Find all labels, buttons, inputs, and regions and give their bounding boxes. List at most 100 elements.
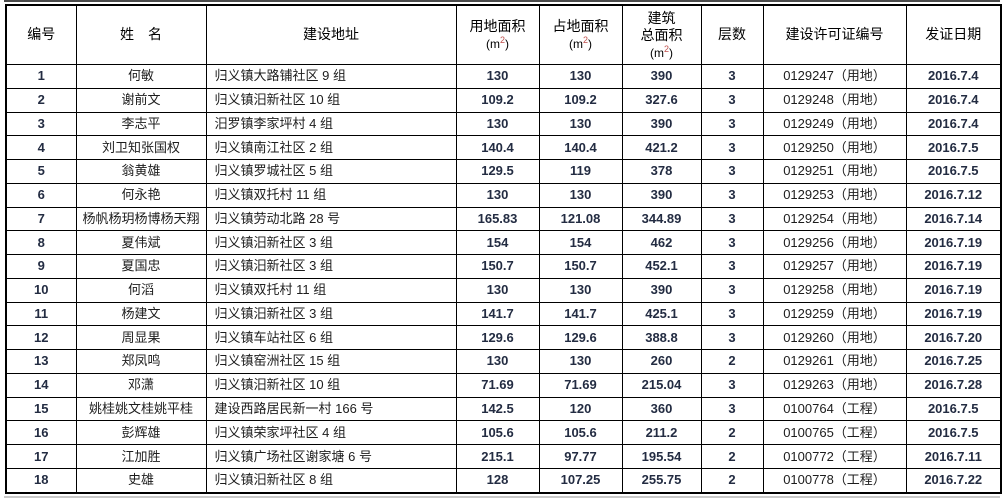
cell-floors: 3 <box>700 230 764 256</box>
cell-issue_date: 2016.7.4 <box>905 111 1002 137</box>
cell-footprint_area: 109.2 <box>538 87 623 113</box>
cell-id: 15 <box>5 396 77 422</box>
building-permits-table: 编号 姓 名 建设地址 用地面积 (m2) 占地面积 (m2) 建筑 总面积 (… <box>5 4 1002 494</box>
cell-permit_no: 0100772（工程） <box>762 444 907 470</box>
col-header-permit-no: 建设许可证编号 <box>762 4 907 65</box>
cell-floors: 3 <box>700 159 764 184</box>
col-header-address: 建设地址 <box>205 4 457 65</box>
cell-id: 17 <box>5 444 77 470</box>
cell-total_floor_area: 344.89 <box>621 206 702 232</box>
cell-floors: 3 <box>700 111 764 137</box>
col-header-id-label: 编号 <box>27 26 56 43</box>
cell-floors: 3 <box>700 64 764 89</box>
cell-id: 11 <box>5 301 77 327</box>
cell-issue_date: 2016.7.19 <box>905 277 1002 303</box>
cell-land_area: 130 <box>455 182 540 208</box>
cell-land_area: 130 <box>455 349 540 374</box>
table-row: 3 李志平 汨罗镇李家坪村 4 组 130 130 390 3 0129249（用地） 2016… <box>5 111 1002 137</box>
cell-floors: 3 <box>700 206 764 232</box>
cell-name: 周显果 <box>75 325 207 351</box>
cell-footprint_area: 130 <box>538 64 623 89</box>
cell-total_floor_area: 360 <box>621 396 702 422</box>
cell-land_area: 128 <box>455 468 540 494</box>
col-header-total-floor-area-line1: 建筑 <box>647 9 676 26</box>
col-header-permit-no-label: 建设许可证编号 <box>785 26 884 43</box>
cell-total_floor_area: 390 <box>621 64 702 89</box>
col-header-footprint-area-label: 占地面积 <box>552 18 609 35</box>
cell-land_area: 130 <box>455 277 540 303</box>
cell-issue_date: 2016.7.25 <box>905 349 1002 374</box>
cell-address: 归义镇南江社区 2 组 <box>205 135 457 161</box>
cell-name: 姚桂姚文桂姚平桂 <box>75 396 207 422</box>
cell-permit_no: 0129256（用地） <box>762 230 907 256</box>
cell-permit_no: 0129260（用地） <box>762 325 907 351</box>
cropped-row-edge-bottom <box>4 496 1000 498</box>
col-header-land-area-label: 用地面积 <box>469 18 526 35</box>
col-header-issue-date: 发证日期 <box>905 4 1002 65</box>
col-header-id: 编号 <box>5 4 77 65</box>
cell-total_floor_area: 378 <box>621 159 702 184</box>
cell-address: 建设西路居民新一村 166 号 <box>205 396 457 422</box>
unit-square-meters: (m2) <box>649 43 673 60</box>
table-row: 13 郑凤鸣 归义镇窑洲社区 15 组 130 130 260 2 0129261（用地） 20… <box>5 349 1002 374</box>
cell-land_area: 129.6 <box>455 325 540 351</box>
table-row: 7 杨帆杨玥杨博杨天翔 归义镇劳动北路 28 号 165.83 121.08 344.89… <box>5 206 1002 232</box>
cell-id: 14 <box>5 372 77 398</box>
cell-total_floor_area: 452.1 <box>621 254 702 279</box>
cell-floors: 3 <box>700 372 764 398</box>
cell-land_area: 130 <box>455 111 540 137</box>
cell-address: 归义镇罗城社区 5 组 <box>205 159 457 184</box>
cell-name: 史雄 <box>75 468 207 494</box>
cell-footprint_area: 119 <box>538 159 623 184</box>
cell-address: 归义镇汨新社区 8 组 <box>205 468 457 494</box>
cell-name: 刘卫知张国权 <box>75 135 207 161</box>
cell-name: 杨建文 <box>75 301 207 327</box>
cell-footprint_area: 130 <box>538 277 623 303</box>
cell-land_area: 71.69 <box>455 372 540 398</box>
cell-address: 归义镇车站社区 6 组 <box>205 325 457 351</box>
table-row: 17 江加胜 归义镇广场社区谢家塘 6 号 215.1 97.77 195.54 2 0100… <box>5 444 1002 470</box>
cell-permit_no: 0129261（用地） <box>762 349 907 374</box>
cell-address: 归义镇汨新社区 10 组 <box>205 372 457 398</box>
cell-address: 归义镇双托村 11 组 <box>205 182 457 208</box>
cell-land_area: 105.6 <box>455 420 540 446</box>
cell-floors: 3 <box>700 254 764 279</box>
cell-floors: 2 <box>700 468 764 494</box>
col-header-name: 姓 名 <box>75 4 207 65</box>
cell-floors: 3 <box>700 396 764 422</box>
cell-total_floor_area: 390 <box>621 277 702 303</box>
cell-issue_date: 2016.7.5 <box>905 420 1002 446</box>
cell-land_area: 141.7 <box>455 301 540 327</box>
cell-footprint_area: 140.4 <box>538 135 623 161</box>
cell-footprint_area: 107.25 <box>538 468 623 494</box>
cell-permit_no: 0129254（用地） <box>762 206 907 232</box>
col-header-address-label: 建设地址 <box>303 26 359 43</box>
cell-total_floor_area: 390 <box>621 111 702 137</box>
cell-land_area: 165.83 <box>455 206 540 232</box>
cell-land_area: 129.5 <box>455 159 540 184</box>
cell-name: 何敏 <box>75 64 207 89</box>
cell-total_floor_area: 421.2 <box>621 135 702 161</box>
cell-land_area: 154 <box>455 230 540 256</box>
cell-id: 10 <box>5 277 77 303</box>
cell-issue_date: 2016.7.19 <box>905 301 1002 327</box>
cell-total_floor_area: 195.54 <box>621 444 702 470</box>
cell-address: 归义镇汨新社区 10 组 <box>205 87 457 113</box>
table-row: 2 谢前文 归义镇汨新社区 10 组 109.2 109.2 327.6 3 0129248（… <box>5 87 1002 113</box>
cell-id: 6 <box>5 182 77 208</box>
table-body: 1 何敏 归义镇大路铺社区 9 组 130 130 390 3 0129247（用地） 2016… <box>5 64 1002 494</box>
cell-address: 归义镇窑洲社区 15 组 <box>205 349 457 374</box>
cell-total_floor_area: 215.04 <box>621 372 702 398</box>
cell-issue_date: 2016.7.19 <box>905 230 1002 256</box>
col-header-total-floor-area: 建筑 总面积 (m2) <box>621 4 702 65</box>
cell-land_area: 215.1 <box>455 444 540 470</box>
cell-permit_no: 0129253（用地） <box>762 182 907 208</box>
cell-footprint_area: 130 <box>538 182 623 208</box>
cell-land_area: 142.5 <box>455 396 540 422</box>
col-header-land-area: 用地面积 (m2) <box>455 4 540 65</box>
cell-total_floor_area: 327.6 <box>621 87 702 113</box>
cell-issue_date: 2016.7.4 <box>905 64 1002 89</box>
cell-permit_no: 0129250（用地） <box>762 135 907 161</box>
cell-id: 13 <box>5 349 77 374</box>
cell-permit_no: 0129249（用地） <box>762 111 907 137</box>
